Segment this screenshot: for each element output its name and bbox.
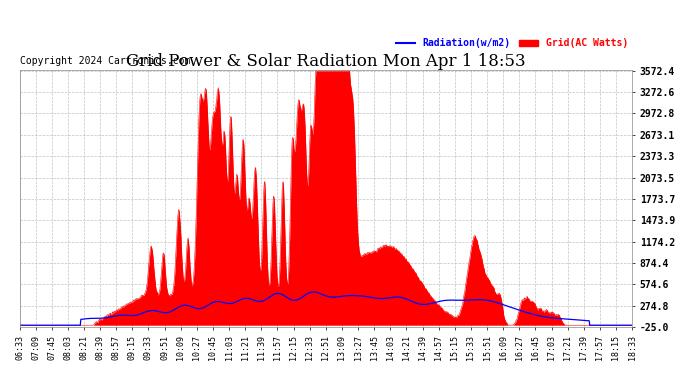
Legend: Radiation(w/m2), Grid(AC Watts): Radiation(w/m2), Grid(AC Watts) [392,34,632,52]
Text: Copyright 2024 Cartronics.com: Copyright 2024 Cartronics.com [19,56,190,66]
Title: Grid Power & Solar Radiation Mon Apr 1 18:53: Grid Power & Solar Radiation Mon Apr 1 1… [126,53,526,70]
